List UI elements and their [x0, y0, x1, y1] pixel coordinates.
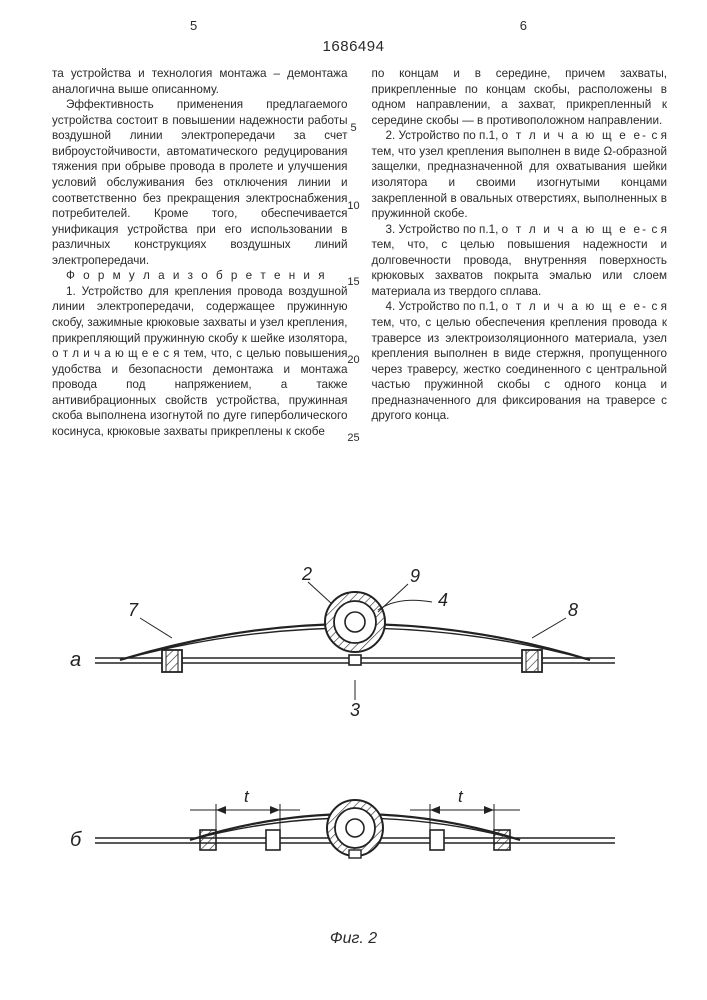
claim-text: с я тем, что, с целью обеспечения крепле… [372, 300, 668, 422]
figure-svg: 2 9 4 3 7 8 а [0, 540, 707, 940]
claim: 4. Устройство по п.1, о т л и ч а ю щ е … [372, 299, 668, 424]
subfigure-label-a: а [70, 649, 81, 671]
page-num-left: 5 [190, 18, 197, 33]
claim: 2. Устройство по п.1, о т л и ч а ю щ е … [372, 128, 668, 221]
claim-text: о т л и ч а ю щ е е- [502, 223, 649, 236]
claim-text: 3. Устройство по п.1, [386, 223, 502, 236]
para: по концам и в середине, причем захваты, … [372, 66, 668, 128]
dimension-t-left: t [190, 787, 300, 830]
subfigure-b: t t б [70, 787, 615, 858]
claim-text: 2. Устройство по п.1, [386, 129, 502, 142]
callout-7: 7 [128, 600, 139, 620]
callout-2: 2 [301, 564, 312, 584]
figure-2: 2 9 4 3 7 8 а [0, 540, 707, 960]
dimension-t-right: t [410, 787, 520, 830]
subfigure-a: 2 9 4 3 7 8 а [70, 564, 615, 720]
claim: 3. Устройство по п.1, о т л и ч а ю щ е … [372, 222, 668, 300]
claim-text: о т л и ч а ю щ е е- [502, 300, 649, 313]
para: Эффективность применения предлагаемого у… [52, 97, 348, 268]
claim: 1. Устройство для крепления провода возд… [52, 284, 348, 440]
claim-text: о т л и ч а ю щ е е- [502, 129, 649, 142]
callout-8: 8 [568, 600, 578, 620]
formula-title: Ф о р м у л а и з о б р е т е н и я [52, 268, 348, 284]
claim-text: 4. Устройство по п.1, [386, 300, 502, 313]
column-left: та устройства и технология монтажа – дем… [52, 66, 348, 440]
dim-label: t [458, 787, 464, 806]
clamp-left-pair [200, 830, 280, 850]
column-right: по концам и в середине, причем захваты, … [372, 66, 668, 440]
claim-text: с я тем, что узел крепления выполнен в в… [372, 129, 668, 220]
callout-4: 4 [438, 590, 448, 610]
page-num-right: 6 [520, 18, 527, 33]
text-columns: та устройства и технология монтажа – дем… [52, 66, 667, 440]
clamp-right [522, 650, 542, 672]
callout-3: 3 [350, 700, 360, 720]
patent-number: 1686494 [0, 38, 707, 55]
subfigure-label-b: б [70, 829, 82, 851]
dim-label: t [244, 787, 250, 806]
para: та устройства и технология монтажа – дем… [52, 66, 348, 97]
figure-caption: Фиг. 2 [0, 930, 707, 948]
clamp-right-pair [430, 830, 510, 850]
clamp-left [162, 650, 182, 672]
callout-9: 9 [410, 566, 420, 586]
